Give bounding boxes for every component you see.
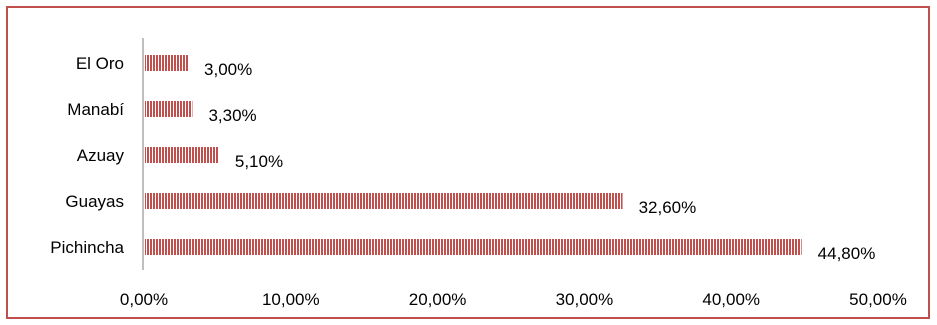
data-label-manabi: 3,30% <box>208 106 256 125</box>
bar-pichincha <box>145 239 802 255</box>
x-tick-label: 40,00% <box>702 290 760 309</box>
bar-guayas <box>145 193 623 209</box>
category-label-azuay: Azuay <box>77 146 125 165</box>
x-tick-label: 20,00% <box>409 290 467 309</box>
data-label-pichincha: 44,80% <box>818 244 876 263</box>
data-label-el-oro: 3,00% <box>204 60 252 79</box>
data-label-azuay: 5,10% <box>235 152 283 171</box>
x-tick-label: 50,00% <box>849 290 907 309</box>
x-tick-label: 10,00% <box>262 290 320 309</box>
x-tick-label: 30,00% <box>556 290 614 309</box>
x-tick-label: 0,00% <box>120 290 168 309</box>
bar-azuay <box>145 147 219 163</box>
bar-manabi <box>145 101 193 117</box>
bar-el-oro <box>145 55 189 71</box>
category-label-pichincha: Pichincha <box>50 238 124 257</box>
category-label-guayas: Guayas <box>65 192 124 211</box>
category-label-el-oro: El Oro <box>76 54 124 73</box>
category-label-manabi: Manabí <box>67 100 124 119</box>
data-label-guayas: 32,60% <box>639 198 697 217</box>
